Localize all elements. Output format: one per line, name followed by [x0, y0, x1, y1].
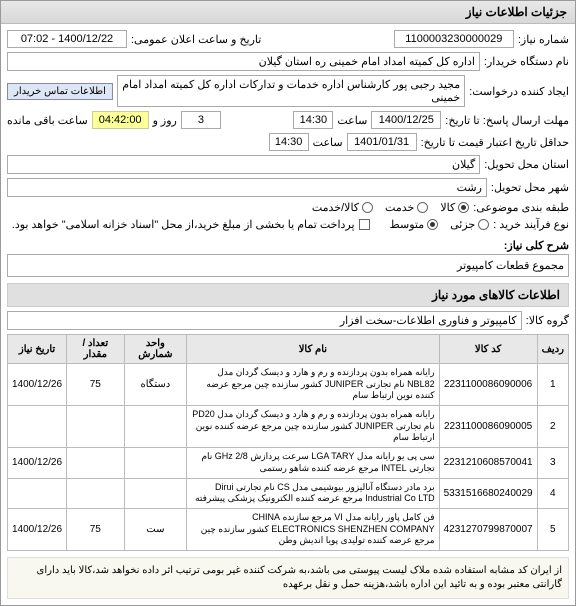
table-row[interactable]: 12231100086090006رایانه همراه بدون پرداز…: [8, 364, 569, 406]
radio-service[interactable]: [417, 202, 428, 213]
time-label-1: ساعت: [337, 114, 367, 127]
validity-date: 1401/01/31: [347, 133, 417, 151]
radio-both[interactable]: [362, 202, 373, 213]
cell-unit: [124, 448, 187, 478]
deadline-time: 14:30: [293, 111, 333, 129]
requester-field: مجید رجبی پور کارشناس اداره خدمات و تدار…: [117, 75, 465, 107]
radio-small[interactable]: [478, 219, 489, 230]
cell-unit: [124, 406, 187, 448]
deadline-label: مهلت ارسال پاسخ: تا تاریخ:: [445, 114, 569, 127]
cell-qty: [67, 406, 124, 448]
cell-n: 1: [537, 364, 568, 406]
validity-label: حداقل تاریخ اعتبار قیمت تا تاریخ:: [421, 136, 569, 149]
th-unit: واحد شمارش: [124, 335, 187, 364]
need-no-field: 1100003230000029: [394, 30, 514, 48]
radio-medium-label: متوسط: [390, 218, 425, 231]
cell-date: [8, 478, 67, 508]
radio-service-label: خدمت: [385, 201, 414, 214]
process-label: نوع فرآیند خرید :: [493, 218, 569, 231]
radio-medium[interactable]: [427, 219, 438, 230]
cell-unit: دستگاه: [124, 364, 187, 406]
cell-date: 1400/12/26: [8, 364, 67, 406]
city-label: شهر محل تحویل:: [491, 181, 569, 194]
cell-code: 2231100086090006: [439, 364, 537, 406]
cell-date: [8, 406, 67, 448]
cell-n: 2: [537, 406, 568, 448]
window-title: جزئیات اطلاعات نیاز: [1, 1, 575, 24]
remaining-label: ساعت باقی مانده: [7, 114, 88, 127]
radio-goods[interactable]: [458, 202, 469, 213]
deadline-date: 1400/12/25: [371, 111, 441, 129]
cell-code: 2231100086090005: [439, 406, 537, 448]
goods-section-title: اطلاعات کالاهای مورد نیاز: [7, 283, 569, 307]
th-code: کد کالا: [439, 335, 537, 364]
category-label: طبقه بندی موضوعی:: [473, 201, 569, 214]
cell-qty: 75: [67, 364, 124, 406]
items-table: ردیف کد کالا نام کالا واحد شمارش تعداد /…: [7, 334, 569, 551]
province-field: گیلان: [7, 155, 480, 174]
cell-code: 5331516680240029: [439, 478, 537, 508]
announce-label: تاریخ و ساعت اعلان عمومی:: [131, 33, 261, 46]
footer-note: از ایران کد مشابه استفاده شده ملاک لیست …: [7, 557, 569, 599]
th-name: نام کالا: [187, 335, 439, 364]
group-label: گروه کالا:: [526, 314, 569, 327]
cell-name: برد مادر دستگاه آنالیزور بیوشیمی مدل CS …: [187, 478, 439, 508]
group-field: کامپیوتر و فناوری اطلاعات-سخت افزار: [7, 311, 522, 330]
contact-button[interactable]: اطلاعات تماس خریدار: [7, 83, 113, 100]
province-label: استان محل تحویل:: [484, 158, 569, 171]
days-label: روز و: [153, 114, 177, 127]
payment-checkbox[interactable]: [359, 219, 370, 230]
table-row[interactable]: 54231270799870007فن کامل پاور رایانه مدل…: [8, 508, 569, 550]
th-date: تاریخ نیاز: [8, 335, 67, 364]
th-row: ردیف: [537, 335, 568, 364]
radio-small-label: جزئی: [450, 218, 475, 231]
validity-time: 14:30: [269, 133, 309, 151]
table-row[interactable]: 32231210608570041سی پی یو رایانه مدل LGA…: [8, 448, 569, 478]
desc-field: مجموع قطعات کامپیوتر: [7, 254, 569, 277]
desc-label: شرح کلی نیاز:: [504, 240, 569, 252]
cell-qty: [67, 478, 124, 508]
cell-name: سی پی یو رایانه مدل LGA TARY سرعت پردازش…: [187, 448, 439, 478]
cell-code: 2231210608570041: [439, 448, 537, 478]
cell-qty: [67, 448, 124, 478]
buyer-label: نام دستگاه خریدار:: [484, 55, 569, 68]
th-qty: تعداد / مقدار: [67, 335, 124, 364]
need-no-label: شماره نیاز:: [518, 33, 569, 46]
announce-field: 1400/12/22 - 07:02: [7, 30, 127, 48]
cell-n: 3: [537, 448, 568, 478]
cell-date: 1400/12/26: [8, 448, 67, 478]
requester-label: ایجاد کننده درخواست:: [469, 85, 569, 98]
cell-qty: 75: [67, 508, 124, 550]
cell-unit: ست: [124, 508, 187, 550]
table-row[interactable]: 22231100086090005رایانه همراه بدون پرداز…: [8, 406, 569, 448]
days-field: 3: [181, 111, 221, 129]
cell-name: رایانه همراه بدون پردازنده و رم و هارد و…: [187, 364, 439, 406]
buyer-field: اداره کل کمیته امداد امام خمینی ره استان…: [7, 52, 480, 71]
cell-n: 5: [537, 508, 568, 550]
cell-date: 1400/12/26: [8, 508, 67, 550]
time-label-2: ساعت: [313, 136, 343, 149]
table-row[interactable]: 45331516680240029برد مادر دستگاه آنالیزو…: [8, 478, 569, 508]
city-field: رشت: [7, 178, 487, 197]
cell-code: 4231270799870007: [439, 508, 537, 550]
cell-unit: [124, 478, 187, 508]
radio-goods-label: کالا: [440, 201, 455, 214]
payment-note: پرداخت تمام یا بخشی از مبلغ خرید،از محل …: [12, 218, 355, 231]
radio-both-label: کالا/خدمت: [312, 201, 359, 214]
remaining-time: 04:42:00: [92, 111, 149, 129]
cell-n: 4: [537, 478, 568, 508]
cell-name: فن کامل پاور رایانه مدل VI مرجع سازنده C…: [187, 508, 439, 550]
cell-name: رایانه همراه بدون پردازنده و رم و هارد و…: [187, 406, 439, 448]
